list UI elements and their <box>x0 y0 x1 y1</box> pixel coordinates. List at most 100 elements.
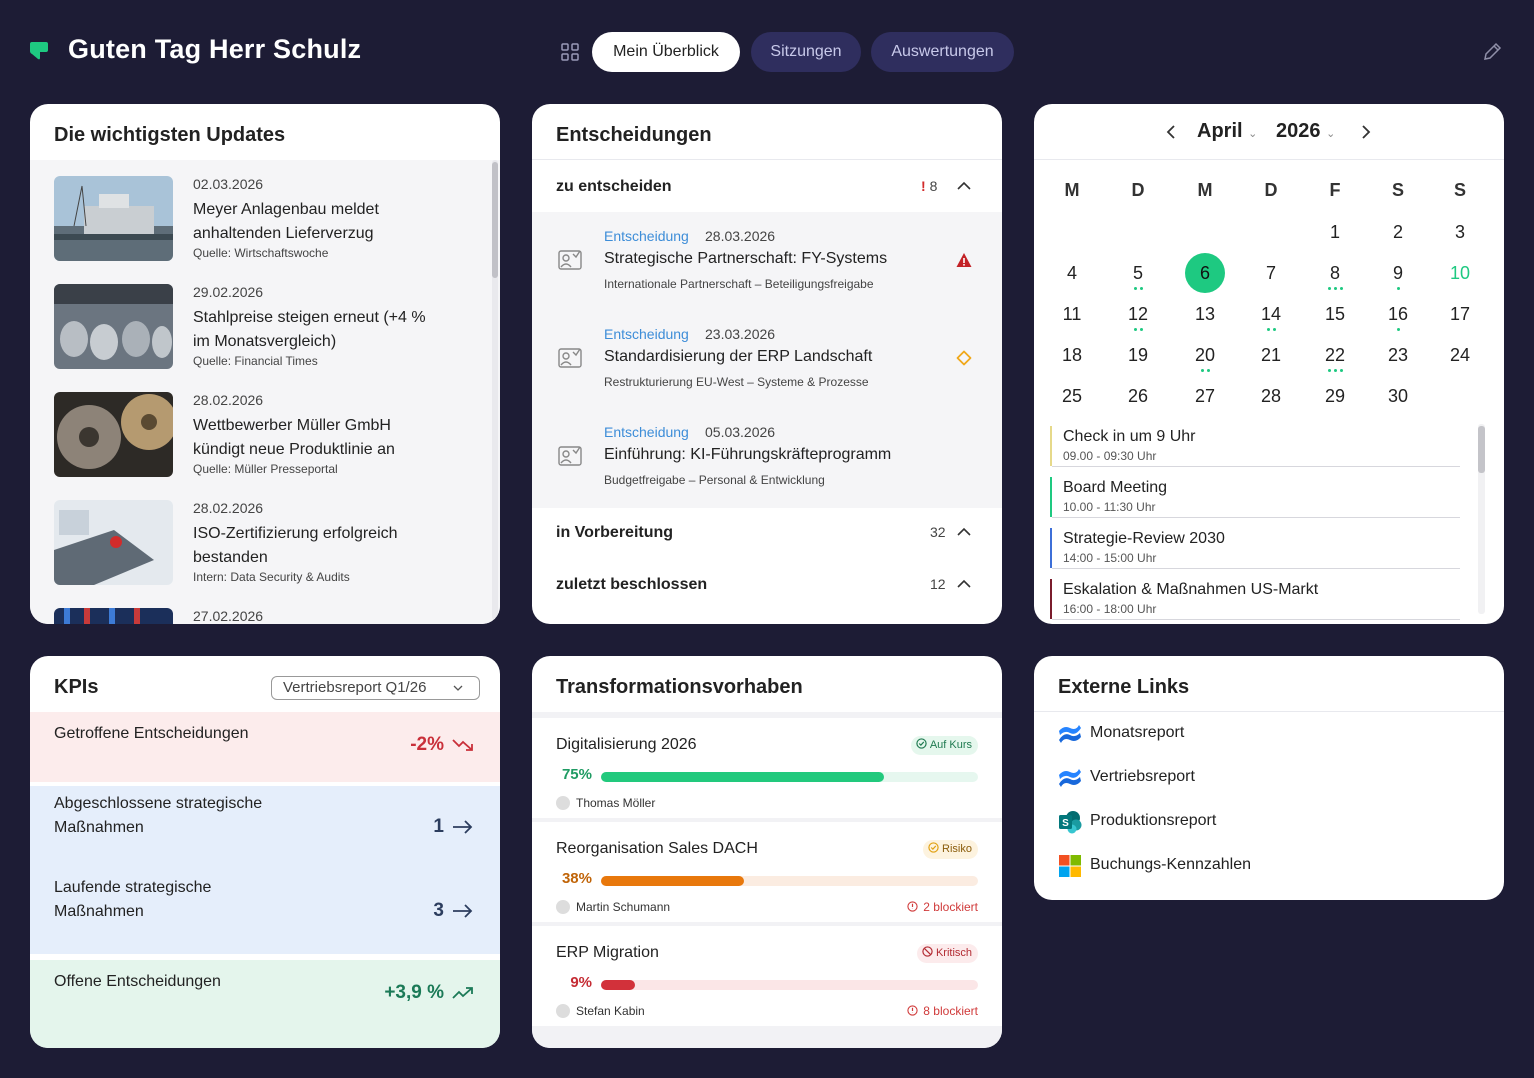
day-number: 15 <box>1324 304 1346 324</box>
link-label: Vertriebsreport <box>1090 768 1195 785</box>
grid-icon[interactable] <box>561 43 579 61</box>
divider <box>532 818 1002 824</box>
calendar-day[interactable]: 19 <box>1118 335 1158 375</box>
link-label: Monatsreport <box>1090 724 1185 741</box>
kpi-row[interactable] <box>30 960 500 1048</box>
calendar-event[interactable]: Check in um 9 Uhr 09.00 - 09:30 Uhr <box>1050 426 1460 470</box>
calendar-day[interactable]: 21 <box>1251 335 1291 375</box>
year-label: 2026 <box>1276 120 1321 142</box>
arrow-right-icon[interactable] <box>452 820 474 834</box>
calendar-day[interactable]: 26 <box>1118 376 1158 416</box>
day-number: 13 <box>1194 304 1216 324</box>
updates-card: Die wichtigsten Updates 02.03.2026 Meyer… <box>30 104 500 624</box>
decision-document-icon <box>558 250 582 270</box>
kpi-row[interactable] <box>30 712 500 782</box>
chevron-left-icon[interactable] <box>1166 125 1176 139</box>
calendar-event[interactable]: Eskalation & Maßnahmen US-Markt 16:00 - 1… <box>1050 579 1460 623</box>
tab-sitzungen[interactable]: Sitzungen <box>751 32 861 72</box>
update-item[interactable]: 28.02.2026 ISO-Zertifizierung erfolgreic… <box>54 500 494 600</box>
calendar-day[interactable]: 18 <box>1052 335 1092 375</box>
calendar-day[interactable]: 15 <box>1315 294 1355 334</box>
progress-fill <box>601 772 884 782</box>
calendar-event[interactable]: Strategie-Review 2030 14:00 - 15:00 Uhr <box>1050 528 1460 572</box>
decision-subtitle: Restrukturierung EU-West – Systeme & Pro… <box>604 375 869 389</box>
tab-mein-ueberblick[interactable]: Mein Überblick <box>592 32 740 72</box>
events-scrollbar[interactable] <box>1478 424 1485 614</box>
update-headline: Stahlpreise steigen erneut (+4 % im Mona… <box>193 309 426 350</box>
links-card: Externe Links Monatsreport Vertriebsrepo… <box>1034 656 1504 900</box>
calendar-day[interactable]: 12 <box>1118 294 1158 334</box>
calendar-day[interactable]: 11 <box>1052 294 1092 334</box>
year-selector[interactable]: 2026 ⌄ <box>1276 120 1335 143</box>
day-number: 18 <box>1061 345 1083 365</box>
update-item[interactable]: 27.02.2026 <box>54 608 494 624</box>
calendar-day[interactable]: 28 <box>1251 376 1291 416</box>
update-item[interactable]: 02.03.2026 Meyer Anlagenbau meldet anhal… <box>54 176 494 276</box>
update-headline: Meyer Anlagenbau meldet anhaltenden Lief… <box>193 201 379 242</box>
update-item[interactable]: 28.02.2026 Wettbewerber Müller GmbH künd… <box>54 392 494 492</box>
calendar-day[interactable]: 3 <box>1440 212 1480 252</box>
event-dots <box>1185 369 1225 375</box>
section-zu-entscheiden[interactable]: zu entscheiden <box>556 178 672 195</box>
calendar-day[interactable]: 1 <box>1315 212 1355 252</box>
decision-item[interactable]: Entscheidung 05.03.2026 Einführung: KI-F… <box>532 408 1002 506</box>
calendar-day[interactable]: 24 <box>1440 335 1480 375</box>
month-selector[interactable]: April ⌄ <box>1197 120 1257 143</box>
day-number: 9 <box>1392 263 1403 283</box>
calendar-day[interactable]: 14 <box>1251 294 1291 334</box>
day-number: 21 <box>1260 345 1282 365</box>
event-dots <box>1315 287 1355 293</box>
calendar-day[interactable]: 5 <box>1118 253 1158 293</box>
chevron-up-icon[interactable] <box>956 527 972 537</box>
links-title: Externe Links <box>1058 676 1190 698</box>
project-item[interactable]: Reorganisation Sales DACH Risiko 38% Martin… <box>532 822 1002 922</box>
calendar-day[interactable]: 13 <box>1185 294 1225 334</box>
calendar-day[interactable]: 8 <box>1315 253 1355 293</box>
day-number: 16 <box>1387 304 1409 324</box>
calendar-day[interactable]: 2 <box>1378 212 1418 252</box>
calendar-day[interactable]: 17 <box>1440 294 1480 334</box>
decisions-title: Entscheidungen <box>556 124 712 146</box>
calendar-day[interactable]: 25 <box>1052 376 1092 416</box>
project-item[interactable]: Digitalisierung 2026 Auf Kurs 75% Thomas Mö… <box>532 718 1002 818</box>
arrow-right-icon[interactable] <box>452 904 474 918</box>
report-select[interactable]: Vertriebsreport Q1/26 <box>271 676 480 700</box>
chevron-up-icon[interactable] <box>956 579 972 589</box>
project-item[interactable]: ERP Migration Kritisch 9% Stefan Kabin 8 blo… <box>532 926 1002 1026</box>
updates-scrollbar[interactable] <box>492 160 498 620</box>
weekday-header: S <box>1453 180 1466 200</box>
section-zuletzt-beschlossen[interactable]: zuletzt beschlossen <box>556 576 708 593</box>
calendar-day[interactable]: 20 <box>1185 335 1225 375</box>
tab-auswertungen[interactable]: Auswertungen <box>871 32 1014 72</box>
kpi-label[interactable]: Laufende strategische Maßnahmen <box>54 879 212 920</box>
chevron-up-icon[interactable] <box>956 181 972 191</box>
trend-up-icon <box>452 987 473 999</box>
day-number: 11 <box>1062 304 1082 324</box>
update-item[interactable]: 29.02.2026 Stahlpreise steigen erneut (+… <box>54 284 494 384</box>
day-number: 20 <box>1194 345 1216 365</box>
decision-date: 05.03.2026 <box>705 424 776 440</box>
decision-item[interactable]: Entscheidung 28.03.2026 Strategische Par… <box>532 212 1002 310</box>
section-in-vorbereitung[interactable]: in Vorbereitung <box>556 524 674 541</box>
chevron-right-icon[interactable] <box>1361 125 1371 139</box>
kpi-label[interactable]: Abgeschlossene strategische Maßnahmen <box>54 795 263 836</box>
calendar-day[interactable]: 29 <box>1315 376 1355 416</box>
link-label: Buchungs-Kennzahlen <box>1090 856 1252 873</box>
clock-alert-icon <box>907 901 918 912</box>
calendar-day[interactable]: 10 <box>1440 253 1480 293</box>
calendar-event[interactable]: Board Meeting 10.00 - 11:30 Uhr <box>1050 477 1460 521</box>
calendar-day[interactable]: 23 <box>1378 335 1418 375</box>
calendar-day[interactable]: 16 <box>1378 294 1418 334</box>
update-source: Intern: Data Security & Audits <box>193 570 350 584</box>
calendar-day[interactable]: 6 <box>1185 253 1225 293</box>
divider <box>532 712 1002 718</box>
calendar-day[interactable]: 27 <box>1185 376 1225 416</box>
calendar-day[interactable]: 22 <box>1315 335 1355 375</box>
calendar-day[interactable]: 7 <box>1251 253 1291 293</box>
calendar-day[interactable]: 30 <box>1378 376 1418 416</box>
pencil-icon[interactable] <box>1482 42 1502 62</box>
calendar-day[interactable]: 9 <box>1378 253 1418 293</box>
decision-item[interactable]: Entscheidung 23.03.2026 Standardisierung… <box>532 310 1002 408</box>
day-number: 10 <box>1449 263 1471 283</box>
calendar-day[interactable]: 4 <box>1052 253 1092 293</box>
